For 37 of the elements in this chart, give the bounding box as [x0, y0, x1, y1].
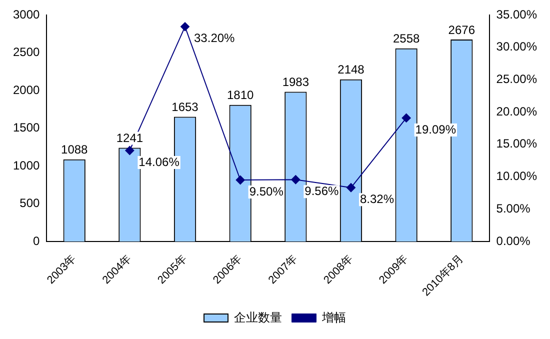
data-label: 33.20%: [194, 30, 236, 45]
y2-tick-label: 5.00%: [496, 201, 531, 216]
data-label: 1983: [282, 75, 310, 90]
point: [180, 22, 190, 32]
data-label: 9.50%: [249, 184, 284, 198]
y2-tick-label: 20.00%: [496, 104, 538, 118]
y2-tick-label: 10.00%: [496, 169, 538, 184]
point: [236, 176, 245, 185]
y2-tick-label: 35.00%: [496, 7, 538, 22]
y-tick-label: 2500: [12, 45, 40, 60]
point: [125, 146, 134, 155]
data-label: 1810: [226, 88, 254, 102]
data-label: 9.56%: [304, 184, 340, 198]
y-tick-label: 0: [33, 234, 40, 248]
y2-tick-label: 30.00%: [496, 40, 538, 54]
y2-tick-label: 15.00%: [496, 136, 538, 151]
y-tick-label: 3000: [12, 7, 40, 22]
y-tick-label: 1000: [12, 158, 40, 172]
data-label: 1241: [116, 131, 144, 146]
data-label: 1653: [172, 100, 199, 114]
point: [346, 183, 356, 192]
data-label: 19.09%: [415, 122, 456, 136]
y-tick-label: 2000: [12, 82, 40, 97]
y-tick-label: 1500: [12, 120, 40, 135]
data-label: 2558: [392, 32, 420, 46]
point: [291, 175, 300, 184]
y2-tick-label: 25.00%: [496, 72, 538, 86]
data-label: 14.06%: [138, 154, 180, 169]
data-label: 2148: [338, 62, 365, 77]
legend-label: 增幅: [321, 310, 346, 324]
data-label: 8.32%: [360, 192, 394, 206]
data-label: 1088: [61, 142, 88, 157]
point: [402, 113, 411, 122]
legend-label: 企业数量: [234, 310, 282, 324]
y-tick-label: 500: [20, 196, 40, 210]
data-label: 2676: [448, 22, 476, 37]
y2-tick-label: 0.00%: [496, 234, 531, 248]
